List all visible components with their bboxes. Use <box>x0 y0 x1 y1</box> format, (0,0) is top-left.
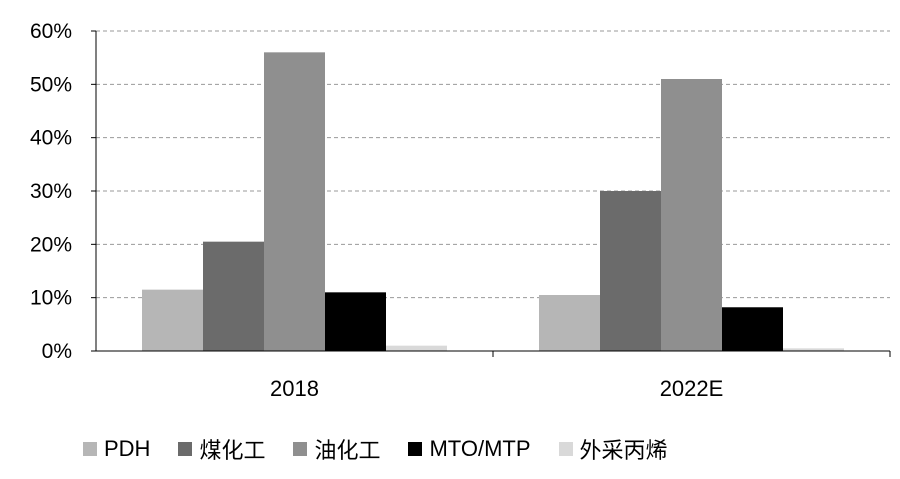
legend-item: PDH <box>83 436 150 462</box>
legend-item: 外采丙烯 <box>558 433 668 465</box>
bar-0-3 <box>325 292 386 351</box>
axes <box>91 30 891 357</box>
legend-swatch <box>558 442 573 456</box>
x-axis-ticks: 2018 2022E <box>270 376 723 401</box>
legend: PDH 煤化工 油化工 MTO/MTP 外采丙烯 <box>83 432 668 466</box>
legend-item: 油化工 <box>293 433 380 465</box>
bar-1-4 <box>783 348 844 351</box>
y-axis-ticks: 0% 10% 20% 30% 40% 50% 60% <box>30 20 72 363</box>
legend-swatch <box>408 442 423 456</box>
y-tick-label: 0% <box>42 340 72 363</box>
y-tick-label: 30% <box>30 180 72 203</box>
legend-item: 煤化工 <box>178 433 265 465</box>
legend-swatch <box>178 442 193 456</box>
x-tick-label: 2018 <box>270 376 319 401</box>
legend-label: 煤化工 <box>199 438 266 463</box>
gridlines <box>96 30 890 299</box>
bar-0-0 <box>142 289 203 351</box>
bars <box>142 52 844 351</box>
bar-chart: 0% 10% 20% 30% 40% 50% 60% 2018 2022E <box>30 20 891 401</box>
legend-label: PDH <box>104 436 151 461</box>
legend-label: 油化工 <box>314 438 381 463</box>
legend-swatch <box>83 442 97 456</box>
bar-0-2 <box>264 52 325 351</box>
y-tick-label: 50% <box>30 73 72 96</box>
bar-1-0 <box>539 295 600 351</box>
legend-item: MTO/MTP <box>408 436 531 462</box>
bar-1-3 <box>722 307 783 351</box>
bar-0-1 <box>203 241 264 351</box>
bar-1-2 <box>661 79 722 351</box>
bar-0-4 <box>386 345 447 351</box>
y-tick-label: 60% <box>30 20 72 43</box>
y-tick-label: 20% <box>30 233 72 256</box>
y-tick-label: 10% <box>30 287 72 310</box>
bar-1-1 <box>600 191 661 351</box>
y-tick-label: 40% <box>30 127 72 150</box>
legend-label: 外采丙烯 <box>579 438 668 463</box>
legend-swatch <box>293 442 308 456</box>
x-tick-label: 2022E <box>660 376 724 401</box>
legend-label: MTO/MTP <box>429 436 531 461</box>
